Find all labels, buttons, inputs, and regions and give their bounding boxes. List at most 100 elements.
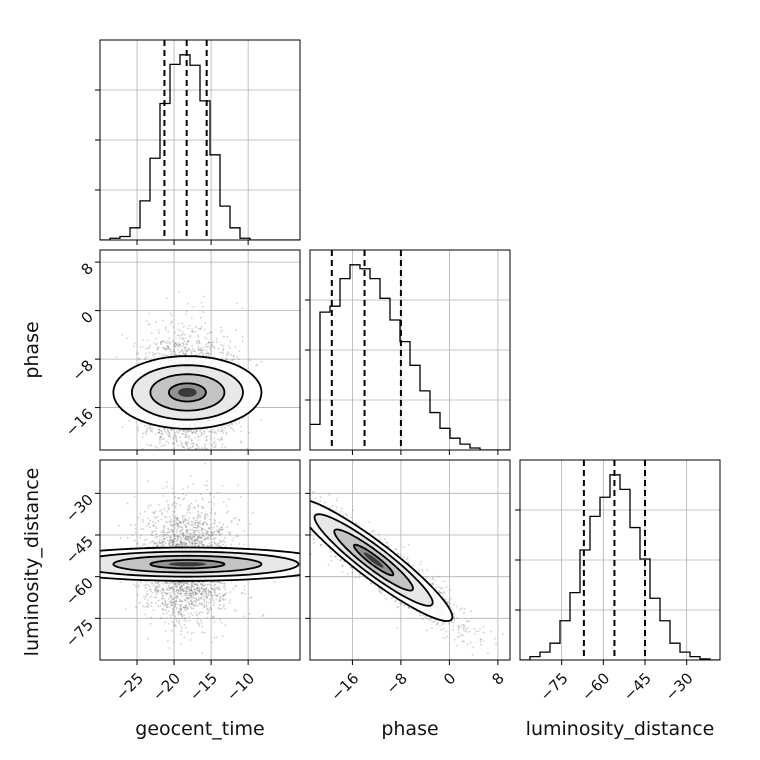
scatter-point <box>195 542 197 545</box>
scatter-point <box>198 341 200 344</box>
scatter-point <box>164 348 167 350</box>
scatter-point <box>237 358 240 361</box>
scatter-point <box>173 501 176 504</box>
scatter-point <box>192 591 195 594</box>
scatter-point <box>178 588 181 591</box>
scatter-point <box>205 516 208 519</box>
scatter-point <box>178 603 181 606</box>
scatter-point <box>227 353 230 355</box>
scatter-point <box>184 346 187 348</box>
scatter-point <box>205 606 208 608</box>
scatter-point <box>126 536 129 539</box>
scatter-point <box>176 440 178 443</box>
scatter-point <box>182 584 185 587</box>
scatter-point <box>194 526 196 529</box>
scatter-point <box>214 446 217 448</box>
scatter-point <box>159 442 161 444</box>
scatter-point <box>155 593 158 596</box>
scatter-point <box>175 620 178 623</box>
scatter-point <box>152 609 155 612</box>
scatter-point <box>165 604 168 607</box>
scatter-point <box>203 605 206 608</box>
scatter-point <box>204 538 207 540</box>
scatter-point <box>210 537 212 540</box>
scatter-point <box>172 428 174 431</box>
scatter-point <box>134 585 137 588</box>
scatter-point <box>162 353 165 356</box>
scatter-point <box>180 586 182 588</box>
scatter-point <box>194 539 197 542</box>
scatter-point <box>173 592 176 595</box>
scatter-point <box>200 593 203 596</box>
scatter-point <box>191 585 193 588</box>
scatter-point <box>221 351 224 354</box>
scatter-point <box>175 437 178 440</box>
scatter-point <box>223 541 226 544</box>
scatter-point <box>167 508 170 510</box>
scatter-point <box>238 518 240 521</box>
scatter-point <box>222 345 225 347</box>
scatter-point <box>191 345 194 348</box>
scatter-point <box>165 521 167 523</box>
scatter-point <box>220 528 223 531</box>
scatter-point <box>185 349 188 351</box>
scatter-point <box>182 429 185 432</box>
scatter-point <box>170 529 173 532</box>
scatter-point <box>145 583 147 586</box>
scatter-point <box>162 495 165 497</box>
scatter-point <box>190 612 193 614</box>
scatter-point <box>203 601 206 604</box>
scatter-point <box>200 325 203 328</box>
scatter-point <box>209 518 212 521</box>
scatter-point <box>208 527 211 529</box>
scatter-point <box>187 537 190 539</box>
scatter-point <box>216 581 219 583</box>
scatter-point <box>209 443 212 445</box>
scatter-point <box>173 516 176 519</box>
scatter-point <box>150 444 153 446</box>
scatter-point <box>194 601 197 603</box>
scatter-point <box>161 432 164 435</box>
scatter-point <box>176 334 179 337</box>
scatter-point <box>148 352 151 354</box>
scatter-point <box>220 438 223 441</box>
scatter-point <box>163 525 166 528</box>
scatter-point <box>163 543 165 546</box>
scatter-point <box>227 510 230 513</box>
scatter-point <box>146 339 149 342</box>
scatter-point <box>154 591 157 593</box>
scatter-point <box>197 544 200 547</box>
scatter-point <box>204 588 207 591</box>
scatter-point <box>225 424 228 426</box>
scatter-point <box>260 419 263 421</box>
scatter-point <box>193 583 196 586</box>
scatter-point <box>201 603 204 605</box>
scatter-point <box>202 595 204 597</box>
scatter-point <box>184 436 187 439</box>
scatter-point <box>182 456 184 458</box>
scatter-point <box>199 493 202 496</box>
scatter-point <box>173 611 176 613</box>
scatter-point <box>195 592 198 594</box>
scatter-point <box>241 417 244 420</box>
scatter-point <box>182 589 184 592</box>
scatter-point <box>193 535 196 538</box>
scatter-point <box>192 451 194 453</box>
scatter-point <box>222 603 225 606</box>
scatter-point <box>158 585 161 587</box>
scatter-point <box>204 453 206 455</box>
scatter-point <box>145 352 148 355</box>
scatter-point <box>193 588 196 591</box>
scatter-point <box>182 326 185 328</box>
scatter-point <box>162 437 165 440</box>
scatter-point <box>218 581 221 584</box>
scatter-point <box>203 596 206 599</box>
scatter-point <box>154 510 157 513</box>
scatter-point <box>144 580 147 583</box>
scatter-point <box>176 534 179 537</box>
scatter-point <box>156 588 159 591</box>
scatter-point <box>150 429 153 432</box>
scatter-point <box>205 590 208 593</box>
scatter-point <box>181 542 184 545</box>
scatter-point <box>197 445 199 448</box>
